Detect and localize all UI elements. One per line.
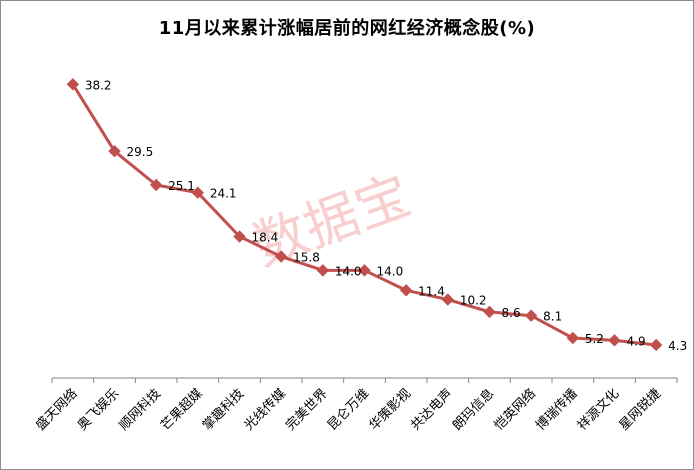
x-tick-label: 华策影视 — [366, 386, 414, 434]
data-label: 8.1 — [543, 310, 562, 324]
data-label: 11.4 — [418, 284, 445, 298]
data-point-marker — [608, 334, 621, 347]
data-point-marker — [149, 178, 163, 192]
x-tick-label: 朗玛信息 — [449, 386, 497, 434]
data-point-marker — [66, 78, 80, 91]
x-tick-label: 昆仑万维 — [325, 386, 372, 433]
data-point-marker — [483, 305, 496, 319]
x-tick-label: 顺网科技 — [117, 386, 164, 433]
data-point-marker — [566, 331, 580, 345]
data-label: 5.2 — [585, 332, 604, 346]
marker-group — [66, 78, 663, 352]
data-point-marker — [233, 230, 246, 243]
data-label: 4.9 — [627, 334, 646, 348]
x-tick-label: 完美世界 — [283, 386, 330, 433]
x-tick-label: 恺英网络 — [491, 386, 539, 434]
data-point-marker — [108, 144, 121, 158]
x-tick-label: 奥飞娱乐 — [75, 386, 122, 433]
data-label: 24.1 — [210, 187, 237, 201]
data-point-marker — [399, 284, 413, 297]
data-label: 14.0 — [335, 264, 362, 278]
data-point-marker — [649, 338, 663, 352]
x-tick-label: 祥源文化 — [575, 386, 622, 433]
data-point-marker — [191, 186, 205, 199]
chart-title: 11月以来累计涨幅居前的网红经济概念股(%) — [158, 18, 536, 39]
data-point-marker — [358, 264, 371, 277]
x-tick-label: 芒果超媒 — [158, 386, 206, 434]
x-tick-label: 博瑞传播 — [533, 386, 580, 433]
watermark: 数据宝 — [245, 163, 419, 278]
x-tick-label: 星网锐捷 — [617, 386, 664, 433]
data-point-marker — [441, 293, 455, 306]
data-point-marker — [524, 309, 538, 322]
tick-label-group: 盛天网络奥飞娱乐顺网科技芒果超媒掌趣科技光线传媒完美世界昆仑万维华策影视共达电声… — [33, 386, 664, 434]
data-label: 25.1 — [168, 179, 195, 193]
x-axis — [51, 377, 678, 383]
data-label: 4.3 — [668, 339, 687, 353]
data-label: 38.2 — [85, 78, 112, 92]
x-tick-label: 光线传媒 — [242, 386, 289, 433]
x-tick-label: 掌趣科技 — [200, 386, 247, 433]
data-point-marker — [274, 250, 288, 263]
data-label: 18.4 — [252, 231, 279, 245]
data-label: 29.5 — [127, 145, 154, 159]
data-label: 8.6 — [502, 306, 521, 320]
data-label: 10.2 — [460, 294, 487, 308]
data-label: 14.0 — [377, 264, 404, 278]
data-label-group: 38.2 29.5 25.1 24.1 18.4 15.8 14.0 14.0 11.4 10.2… — [85, 78, 687, 353]
x-tick-label: 盛天网络 — [33, 386, 81, 434]
data-point-marker — [316, 264, 330, 277]
data-label: 15.8 — [293, 251, 320, 265]
x-tick-label: 共达电声 — [408, 386, 455, 433]
